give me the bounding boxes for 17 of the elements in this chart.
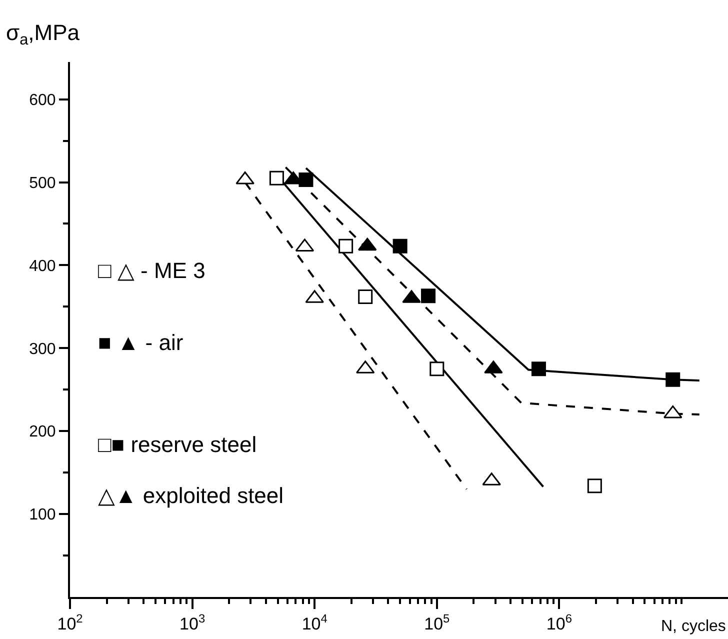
- x-tick-label: 10$^{5}$: [424, 611, 450, 634]
- x-axis-title: N, cycles: [661, 618, 726, 635]
- y-tick-label: 400: [29, 258, 56, 275]
- y-tick-label: 300: [29, 340, 56, 358]
- y-tick-label: 600: [29, 92, 56, 109]
- x-tick-label: 10$^{4}$: [302, 611, 328, 634]
- y-tick-label: 100: [29, 506, 56, 524]
- x-tick-label: 10$^{2}$: [57, 611, 84, 634]
- annotation: □■ reserve steel: [98, 432, 257, 457]
- y-tick-label: 200: [29, 424, 56, 441]
- y-tick-label: 500: [29, 174, 56, 192]
- annotation: ■ ▲ - air: [98, 330, 184, 355]
- annotation: □ △ - ME 3: [98, 258, 206, 283]
- y-axis-title: σ$_{a}$,MPa: [6, 20, 80, 49]
- annotation: △▲ exploited steel: [98, 483, 284, 508]
- x-tick-label: 10$^{3}$: [180, 611, 206, 634]
- x-tick-label: 10$^{6}$: [546, 611, 572, 634]
